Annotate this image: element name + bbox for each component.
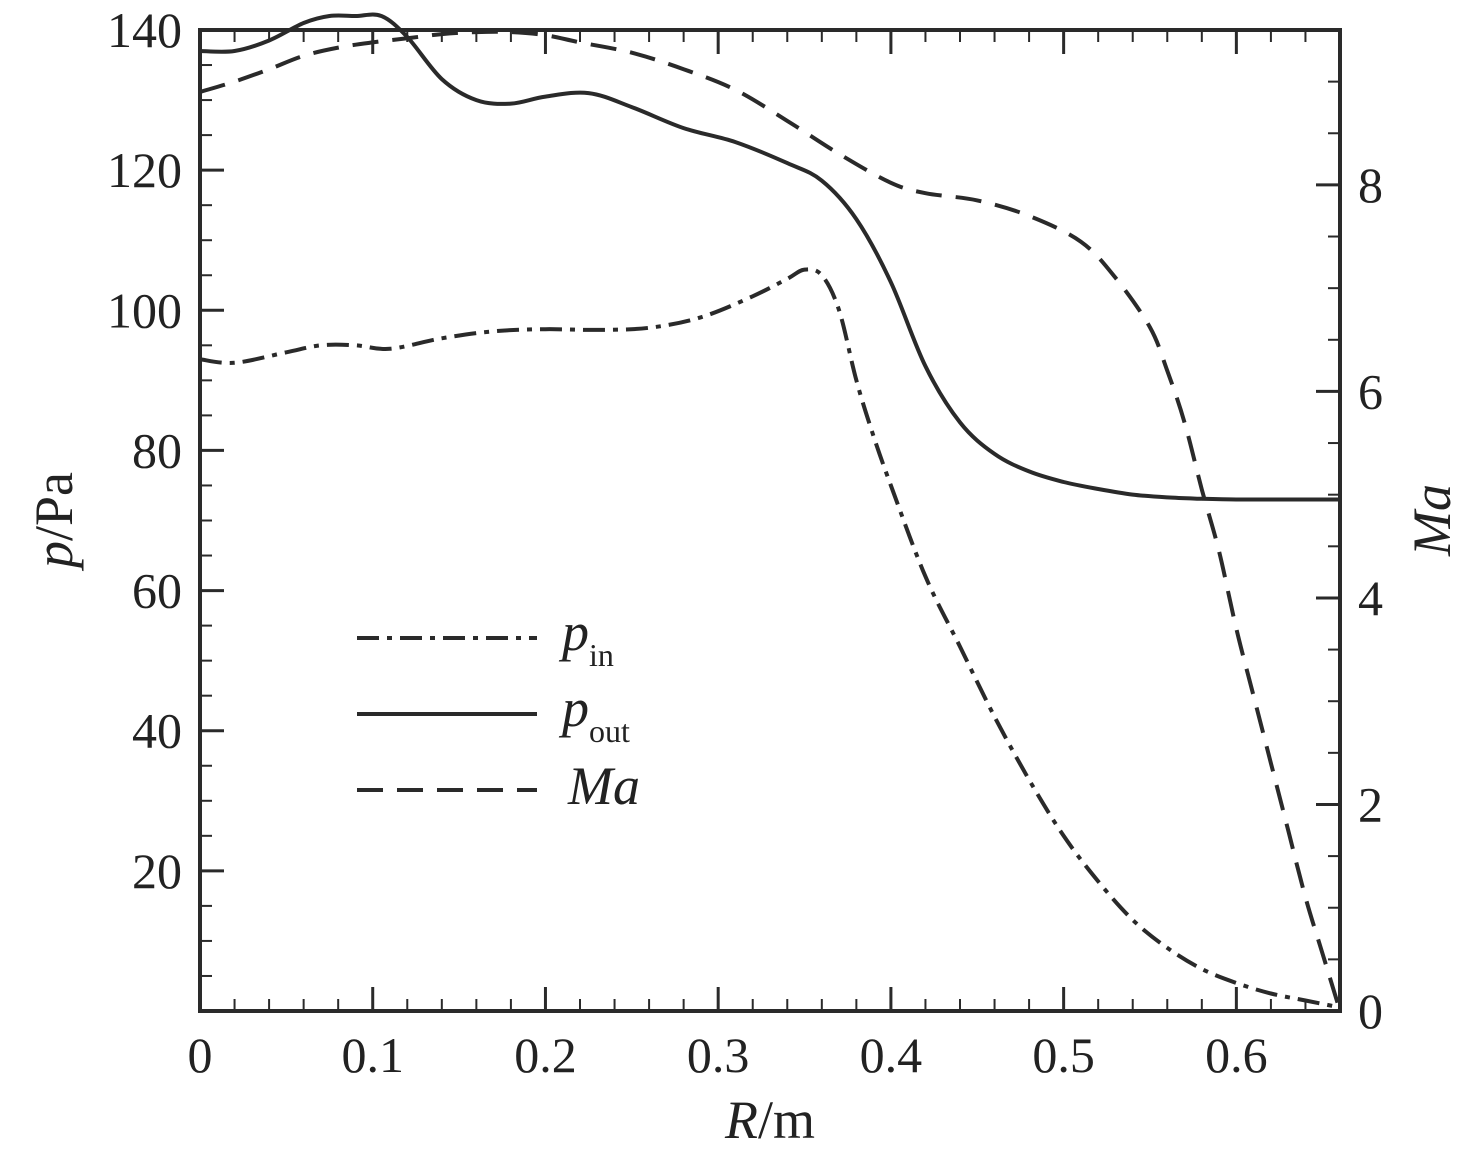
y-left-tick-label: 40 (132, 703, 182, 759)
x-tick-label: 0.2 (514, 1027, 577, 1083)
y-left-tick-label: 100 (107, 282, 182, 338)
y-axis-left-title: p/Pa (24, 472, 84, 572)
x-tick-label: 0.4 (860, 1027, 923, 1083)
y-left-tick-label: 120 (107, 142, 182, 198)
x-tick-label: 0.6 (1205, 1027, 1268, 1083)
series-line-p-in (199, 267, 1341, 1010)
y-left-tick-label: 60 (132, 563, 182, 619)
x-axis-title: R/m (724, 1090, 815, 1149)
series-lines (199, 12, 1342, 1012)
legend-label-ma: Ma (567, 756, 640, 816)
tick-labels: 0 0.1 0.2 0.3 0.4 0.5 0.6 20 40 60 80 100 120 140 0 2 4 6… (107, 2, 1383, 1083)
plot-frame (198, 28, 1342, 1013)
y-left-tick-label: 20 (132, 843, 182, 899)
y-left-tick-label: 140 (107, 2, 182, 58)
y-right-tick-label: 8 (1358, 157, 1383, 213)
y-axis-right-title: Ma (1402, 484, 1462, 557)
x-tick-label: 0.1 (341, 1027, 404, 1083)
x-tick-label: 0.5 (1032, 1027, 1095, 1083)
y-right-tick-label: 2 (1358, 776, 1383, 832)
y-left-tick-label: 80 (132, 422, 182, 478)
legend-label-p-out: pout (558, 678, 630, 749)
x-tick-label: 0.3 (687, 1027, 750, 1083)
legend-label-p-in: pin (558, 602, 614, 673)
y-right-tick-label: 4 (1358, 570, 1383, 626)
series-line-p-out (199, 12, 1340, 502)
minor-ticks (200, 30, 1340, 1011)
major-ticks (198, 28, 1340, 1013)
y-right-tick-label: 0 (1358, 983, 1383, 1039)
x-tick-label: 0 (188, 1027, 213, 1083)
y-right-tick-label: 6 (1358, 363, 1383, 419)
legend: pin pout Ma (357, 602, 640, 816)
series-line-ma (199, 29, 1342, 1012)
